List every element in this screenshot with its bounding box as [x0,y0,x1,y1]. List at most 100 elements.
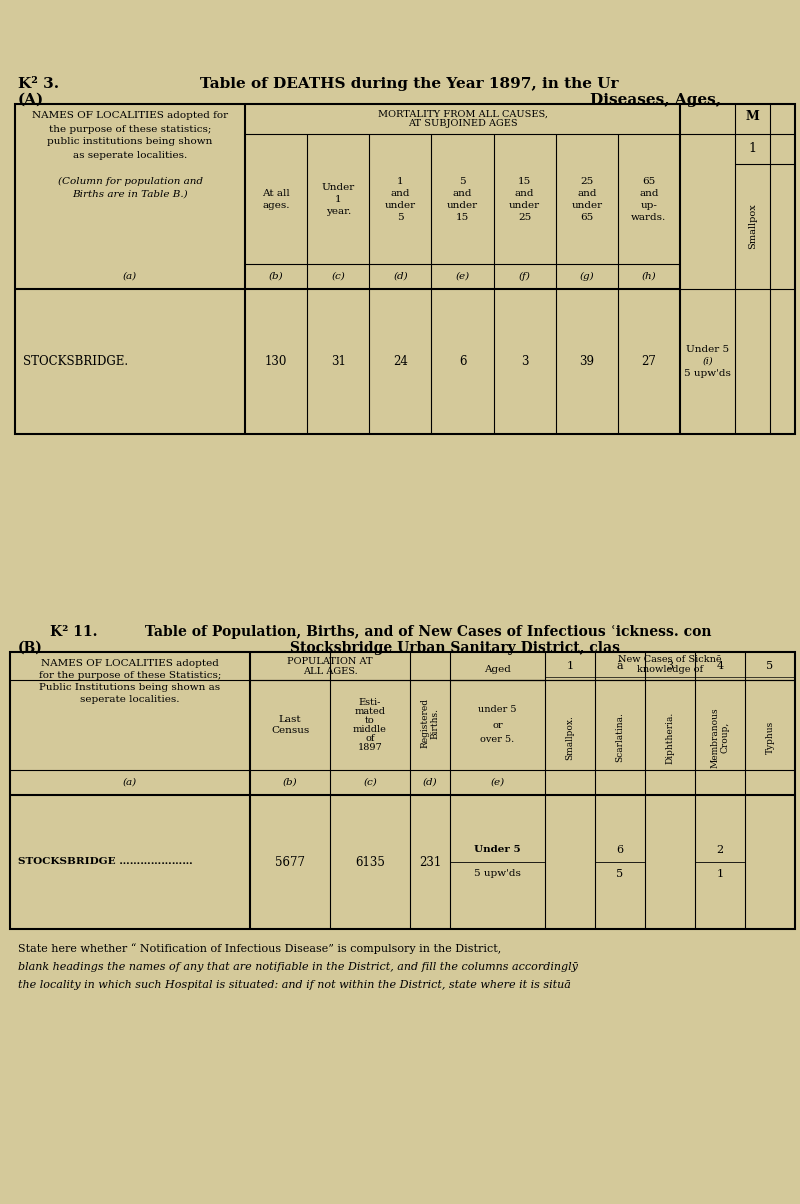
Text: 5 upw'ds: 5 upw'ds [684,368,731,378]
Text: (B): (B) [18,641,43,655]
Text: ALL AGES.: ALL AGES. [302,667,358,675]
Text: Table of DEATHS during the Year 1897, in the Ur: Table of DEATHS during the Year 1897, in… [200,77,618,92]
Text: (d): (d) [393,272,408,281]
Text: public institutions being shown: public institutions being shown [47,137,213,147]
Text: (c): (c) [363,778,377,787]
Text: Public Institutions being shown as: Public Institutions being shown as [39,684,221,692]
Text: under: under [509,201,540,209]
Text: 25: 25 [518,212,531,222]
Text: AT SUBJOINED AGES: AT SUBJOINED AGES [408,119,518,129]
Text: 6135: 6135 [355,856,385,868]
Text: Diseases, Ages,: Diseases, Ages, [590,93,721,107]
Text: 15: 15 [518,177,531,185]
Text: 5: 5 [766,661,774,671]
Text: New Cases of Sicknē: New Cases of Sicknē [618,655,722,663]
Text: 1897: 1897 [358,743,382,752]
Text: (e): (e) [490,778,505,787]
Text: 5: 5 [397,212,404,222]
Text: 6: 6 [458,355,466,368]
Text: Stocksbridge Urban Sanitary District, clas: Stocksbridge Urban Sanitary District, cl… [290,641,620,655]
Text: 231: 231 [419,856,441,868]
Text: (b): (b) [282,778,298,787]
Bar [10,653,795,929]
Text: Smallpox.: Smallpox. [566,715,574,760]
Text: 39: 39 [579,355,594,368]
Text: 3: 3 [521,355,528,368]
Text: (b): (b) [269,272,283,281]
Text: 1: 1 [749,142,757,155]
Text: 2: 2 [717,845,723,855]
Text: 130: 130 [265,355,287,368]
Text: 65: 65 [642,177,655,185]
Text: Aged: Aged [484,666,511,674]
Text: â: â [617,661,623,671]
Text: Under: Under [322,183,355,191]
Text: and: and [639,189,658,197]
Text: 5 upw'ds: 5 upw'ds [474,869,521,879]
Text: 27: 27 [642,355,656,368]
Text: At all: At all [262,189,290,197]
Text: 24: 24 [393,355,408,368]
Text: (A): (A) [18,93,44,107]
Text: Membranous
Croup,: Membranous Croup, [710,707,730,768]
Text: Last: Last [278,715,302,724]
Text: knowledge of: knowledge of [637,665,703,673]
Text: NAMES OF LOCALITIES adopted: NAMES OF LOCALITIES adopted [41,660,219,668]
Text: the locality in which such Hospital is situated: and if not within the District,: the locality in which such Hospital is s… [18,980,571,990]
Text: Diphtheria.: Diphtheria. [666,712,674,763]
Text: 6: 6 [617,845,623,855]
Text: wards.: wards. [631,212,666,222]
Text: STOCKSBRIDGE.: STOCKSBRIDGE. [23,355,128,368]
Text: 3: 3 [666,661,674,671]
Text: 1: 1 [717,869,723,879]
Text: 1: 1 [566,661,574,671]
Text: (a): (a) [123,778,137,787]
Text: Registered
Births.: Registered Births. [420,698,440,749]
Text: M: M [746,110,759,123]
Text: Under 5: Under 5 [474,845,521,855]
Text: 5: 5 [617,869,623,879]
Text: to: to [365,716,375,725]
Text: Census: Census [271,726,309,734]
Text: 1: 1 [335,195,342,203]
Text: under: under [571,201,602,209]
Text: State here whether “ Notification of Infectious Disease” is compulsory in the Di: State here whether “ Notification of Inf… [18,944,502,955]
Text: and: and [390,189,410,197]
Text: and: and [577,189,597,197]
Text: ages.: ages. [262,201,290,209]
Text: Under 5: Under 5 [686,346,729,354]
Text: Typhus: Typhus [766,721,774,754]
Text: the purpose of these statistics;: the purpose of these statistics; [49,124,211,134]
Text: 1: 1 [397,177,404,185]
Text: up-: up- [641,201,658,209]
Bar [15,104,795,433]
Text: MORTALITY FROM ALL CAUSES,: MORTALITY FROM ALL CAUSES, [378,110,547,118]
Text: Smallpox: Smallpox [748,203,757,249]
Text: STOCKSBRIDGE …………………: STOCKSBRIDGE ………………… [18,857,193,867]
Text: 15: 15 [456,212,469,222]
Text: seperate localities.: seperate localities. [80,696,180,704]
Text: (g): (g) [579,272,594,281]
Text: (Column for population and: (Column for population and [58,177,202,185]
Text: under 5: under 5 [478,706,517,714]
Text: K² 3.: K² 3. [18,77,59,92]
Text: Table of Population, Births, and of New Cases of Infectious ʿickness. con: Table of Population, Births, and of New … [145,625,711,639]
Text: POPULATION AT: POPULATION AT [287,656,373,666]
Text: or: or [492,720,503,730]
Text: NAMES OF LOCALITIES adopted for: NAMES OF LOCALITIES adopted for [32,112,228,120]
Text: mated: mated [354,707,386,716]
Text: year.: year. [326,207,351,216]
Text: (a): (a) [123,272,137,281]
Text: under: under [385,201,416,209]
Text: 65: 65 [580,212,594,222]
Text: for the purpose of these Statistics;: for the purpose of these Statistics; [39,672,221,680]
Text: (h): (h) [642,272,656,281]
Text: as seperate localities.: as seperate localities. [73,150,187,159]
Text: and: and [453,189,472,197]
Text: of: of [366,734,374,743]
Text: 5677: 5677 [275,856,305,868]
Text: under: under [447,201,478,209]
Text: (i): (i) [702,358,713,366]
Text: K² 11.: K² 11. [50,625,98,639]
Text: (c): (c) [331,272,345,281]
